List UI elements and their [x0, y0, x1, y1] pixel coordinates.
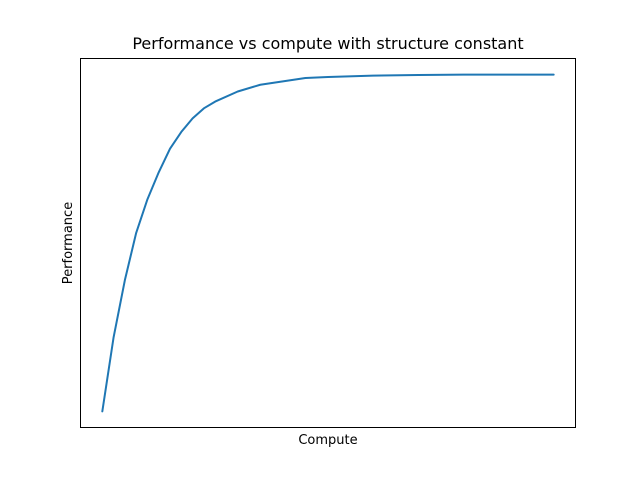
axes-frame: [80, 58, 576, 428]
chart-title: Performance vs compute with structure co…: [132, 34, 523, 53]
plot-area: [101, 73, 555, 413]
series-line-1: [101, 73, 555, 413]
x-axis-label: Compute: [298, 433, 357, 448]
y-axis-label: Performance: [61, 202, 76, 284]
